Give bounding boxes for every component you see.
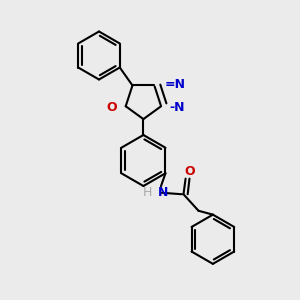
Text: O: O <box>184 165 195 178</box>
Text: -N: -N <box>169 100 185 114</box>
Text: O: O <box>107 100 117 114</box>
Text: =N: =N <box>164 78 185 92</box>
Text: N: N <box>158 186 168 199</box>
Text: H: H <box>142 186 152 199</box>
